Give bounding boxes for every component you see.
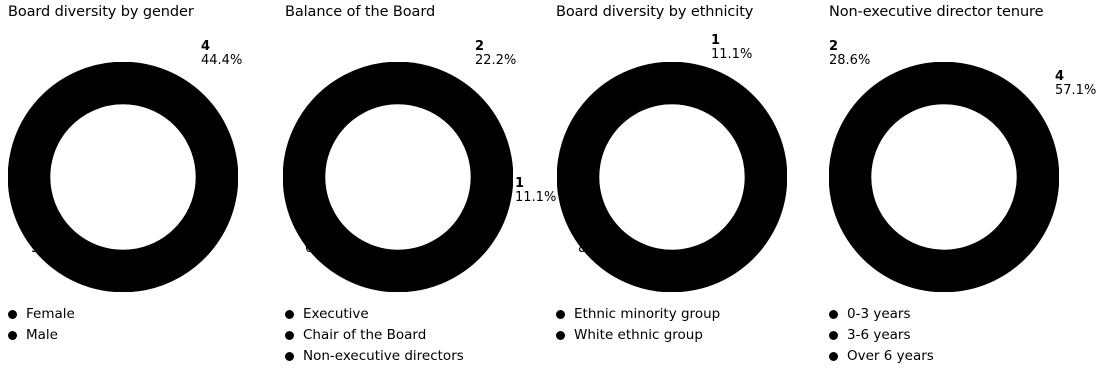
legend-label: 0-3 years — [847, 306, 911, 322]
legend-label: Over 6 years — [847, 348, 934, 364]
legend-dot-icon — [556, 331, 565, 340]
donut-slice-over-6-years — [853, 62, 945, 132]
legend-item-chair: Chair of the Board — [285, 325, 464, 346]
chart-panel-gender: Board diversity by gender 4 44.4% 5 55.6… — [8, 0, 278, 372]
slice-label-ethnic-minority: 1 11.1% — [711, 34, 752, 62]
legend-dot-icon — [8, 310, 17, 319]
donut-chart-ethnicity — [557, 62, 787, 292]
donut-chart-balance — [283, 62, 513, 292]
slice-label-3-6-years: 4 57.1% — [1055, 70, 1096, 98]
slice-count: 1 — [515, 176, 525, 191]
legend-label: White ethnic group — [574, 327, 703, 343]
legend-label: Male — [26, 327, 58, 343]
slice-percent: 55.6% — [31, 241, 73, 256]
legend-item-non-executive: Non-executive directors — [285, 346, 464, 367]
donut-slice-executive — [397, 62, 512, 165]
donut-slice-non-executive-directors — [283, 62, 499, 292]
slice-count: 2 — [829, 39, 839, 54]
legend-label: Executive — [303, 306, 369, 322]
legend-label: Non-executive directors — [303, 348, 464, 364]
legend: Executive Chair of the Board Non-executi… — [285, 304, 464, 367]
slice-label-male: 5 55.6% — [31, 228, 72, 256]
legend-item-executive: Executive — [285, 304, 464, 325]
slice-count: 4 — [201, 39, 211, 54]
slice-percent: 14.3% — [850, 229, 892, 244]
legend: Female Male — [8, 304, 75, 346]
chart-panel-ethnicity: Board diversity by ethnicity 1 11.1% 8 8… — [556, 0, 826, 372]
legend-dot-icon — [285, 331, 294, 340]
slice-count: 1 — [711, 33, 721, 48]
slice-label-female: 4 44.4% — [201, 40, 242, 68]
legend-label: 3-6 years — [847, 327, 911, 343]
legend-item-female: Female — [8, 304, 75, 325]
legend-label: Female — [26, 306, 75, 322]
legend-dot-icon — [556, 310, 565, 319]
donut-slice-3-6-years — [829, 104, 1057, 292]
slice-label-white: 8 88.9% — [578, 228, 619, 256]
slice-percent: 88.9% — [578, 241, 620, 256]
legend-label: Chair of the Board — [303, 327, 427, 343]
chart-title: Board diversity by ethnicity — [556, 4, 754, 20]
legend: Ethnic minority group White ethnic group — [556, 304, 720, 346]
slice-count: 5 — [31, 227, 41, 242]
chart-title: Non-executive director tenure — [829, 4, 1044, 20]
slice-percent: 44.4% — [201, 53, 243, 68]
chart-title: Board diversity by gender — [8, 4, 194, 20]
slice-label-over-6-years: 1 14.3% — [850, 216, 891, 244]
slice-percent: 11.1% — [711, 47, 753, 62]
slice-count: 1 — [850, 215, 860, 230]
legend-dot-icon — [285, 352, 294, 361]
legend-item-over-6-years: Over 6 years — [829, 346, 934, 367]
slice-count: 8 — [578, 227, 588, 242]
legend-item-0-3-years: 0-3 years — [829, 304, 934, 325]
slice-label-chair: 1 11.1% — [515, 177, 556, 205]
legend-item-ethnic-minority: Ethnic minority group — [556, 304, 720, 325]
slice-label-0-3-years: 2 28.6% — [829, 40, 870, 68]
slice-percent: 28.6% — [829, 53, 871, 68]
legend-dot-icon — [285, 310, 294, 319]
donut-slice-male — [8, 62, 163, 292]
donut-slice-0-3-years — [943, 62, 1059, 203]
chart-panel-tenure: Non-executive director tenure 2 28.6% 4 … — [829, 0, 1099, 372]
legend-dot-icon — [829, 352, 838, 361]
legend: 0-3 years 3-6 years Over 6 years — [829, 304, 934, 367]
donut-slice-white-ethnic-group — [557, 62, 787, 292]
legend-dot-icon — [8, 331, 17, 340]
legend-item-white: White ethnic group — [556, 325, 720, 346]
legend-dot-icon — [829, 310, 838, 319]
donut-chart-tenure — [829, 62, 1059, 292]
legend-item-male: Male — [8, 325, 75, 346]
slice-count: 4 — [1055, 69, 1065, 84]
slice-count: 2 — [475, 39, 485, 54]
chart-title: Balance of the Board — [285, 4, 436, 20]
slice-percent: 66.7% — [305, 241, 347, 256]
chart-panel-balance: Balance of the Board 2 22.2% 1 11.1% 6 6… — [283, 0, 556, 372]
donut-chart-gender — [8, 62, 238, 292]
slice-count: 6 — [305, 227, 315, 242]
slice-label-executive: 2 22.2% — [475, 40, 516, 68]
slice-percent: 11.1% — [515, 190, 557, 205]
slice-percent: 22.2% — [475, 53, 517, 68]
donut-slice-female — [122, 62, 238, 286]
legend-item-3-6-years: 3-6 years — [829, 325, 934, 346]
legend-dot-icon — [829, 331, 838, 340]
slice-percent: 57.1% — [1055, 83, 1097, 98]
slice-label-non-executive: 6 66.7% — [305, 228, 346, 256]
legend-label: Ethnic minority group — [574, 306, 721, 322]
